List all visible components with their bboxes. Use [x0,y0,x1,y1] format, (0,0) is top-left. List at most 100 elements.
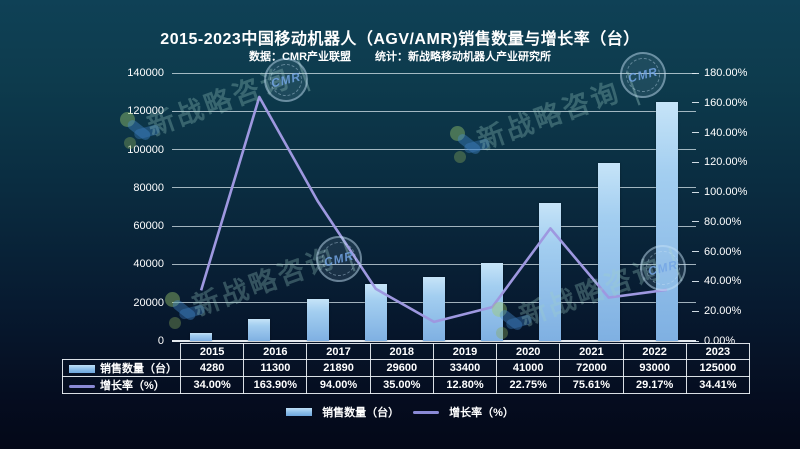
cell-text: 125000 [699,362,737,374]
right-axis-tick-label: 100.00% [704,186,748,199]
sales-value-cell: 125000 [685,359,750,377]
sales-value-cell: 29600 [369,359,434,377]
growth-value-cell: 29.17% [622,376,687,394]
cell-text: 2015 [199,345,225,358]
right-axis-tick [692,191,699,193]
cell-text: 29600 [386,362,418,374]
sales-value-cell: 21890 [306,359,371,377]
right-axis-tick-label: 120.00% [704,156,748,169]
sales-bar [248,319,271,341]
year-cell: 2021 [559,343,624,360]
growth-value-cell: 35.00% [369,376,434,394]
year-cell: 2017 [306,343,371,360]
cell-text: 4280 [199,362,225,374]
left-axis-tick-label: 100000 [127,143,164,156]
cell-text: 72000 [576,362,607,374]
gridline [172,263,696,265]
chart-subtitle: 数据：CMR产业联盟 统计：新战略移动机器人产业研究所 [0,48,800,64]
cell-text: 94.00% [319,379,358,391]
right-axis-tick-label: 160.00% [704,96,748,109]
logo-shape [125,118,153,142]
right-axis-tick-label: 20.00% [704,305,742,318]
growth-value-cell: 94.00% [306,376,371,394]
year-cell: 2022 [622,343,687,360]
sales-bar [364,284,387,341]
logo-shape [133,123,161,141]
line-swatch-icon [413,410,440,414]
cell-text: 2020 [515,345,541,358]
cell-text: 2022 [642,345,667,358]
gridline [172,149,696,151]
right-axis-tick [692,310,699,312]
legend-label-sales: 销售数量（台） [322,407,400,419]
cell-text: 75.61% [572,379,611,391]
growth-value-cell: 22.75% [496,376,561,394]
year-cell: 2019 [432,343,498,360]
right-axis-tick [692,280,699,282]
right-axis-tick-label: 40.00% [704,275,742,288]
left-axis-tick-label: 20000 [133,296,164,309]
left-axis-tick-label: 140000 [127,67,164,79]
sales-bar [423,277,445,341]
cell-text: 29.17% [635,379,674,391]
right-axis-tick-label: 140.00% [704,126,748,139]
sales-value-cell: 11300 [243,359,308,377]
growth-value-cell: 75.61% [559,376,624,394]
cell-text: 12.80% [446,379,484,391]
cell-text: 163.90% [253,379,298,391]
gridline [172,110,696,112]
right-axis-tick-label: 180.00% [704,67,748,79]
cell-text: 2018 [389,345,414,358]
legend: 销售数量（台） 增长率（%） [0,404,800,420]
right-axis-tick [692,251,699,253]
right-axis-tick-label: 80.00% [704,215,742,228]
cell-text: 2019 [452,345,478,358]
data-table: 2015 2016 2017 2018 2019 2020 2021 2022 2023 销售数量… [62,343,750,394]
growth-value-cell: 34.00% [179,376,245,394]
cell-text: 34.00% [193,379,231,391]
year-cell: 2020 [496,343,561,360]
right-axis-tick [692,72,699,74]
year-cell: 2016 [243,343,308,360]
left-axis-tick-label: 80000 [133,181,164,194]
sales-value-cell: 41000 [496,359,561,377]
bar-swatch-icon [286,408,313,416]
sales-value-cell: 33400 [432,359,498,377]
growth-value-cell: 163.90% [243,376,308,394]
right-axis-tick [692,102,699,104]
growth-rate-polyline [199,95,668,324]
growth-value-cell: 12.80% [432,376,498,394]
gridline [172,340,696,342]
year-cell: 2015 [179,343,245,360]
cell-text: 41000 [512,362,544,374]
growth-value-cell: 34.41% [685,376,750,394]
line-swatch-icon [69,384,95,388]
gridline [172,72,696,74]
chart-title: 2015-2023中国移动机器人（AGV/AMR)销售数量与增长率（台） [160,31,640,48]
subtitle-data-source: 数据：CMR产业联盟 [248,51,352,63]
left-axis-tick-label: 60000 [133,220,164,233]
sales-value-cell: 4280 [179,359,245,377]
legend-item-growth: 增长率（%） [413,404,514,420]
cell-text: 2023 [705,345,731,358]
row-label-sales: 销售数量（台） [62,359,181,377]
cell-text: 21890 [323,362,354,374]
cell-text: 2017 [326,345,351,358]
left-axis-tick-label: 40000 [133,258,164,271]
cell-text: 34.41% [699,379,737,391]
cell-text: 2021 [579,345,604,358]
cell-text: 93000 [639,362,670,374]
sales-value-cell: 93000 [622,359,687,377]
row-label-growth: 增长率（%） [62,376,181,394]
right-axis-tick [692,132,699,134]
right-axis-tick-label: 60.00% [704,245,742,258]
year-cell: 2023 [685,343,750,360]
cell-text: 销售数量（台） [100,363,177,375]
sales-value-cell: 72000 [559,359,624,377]
legend-label-growth: 增长率（%） [449,407,514,419]
cell-text: 35.00% [383,379,421,391]
sales-bar [306,299,329,341]
sales-bar [481,262,504,341]
year-cell: 2018 [369,343,434,360]
